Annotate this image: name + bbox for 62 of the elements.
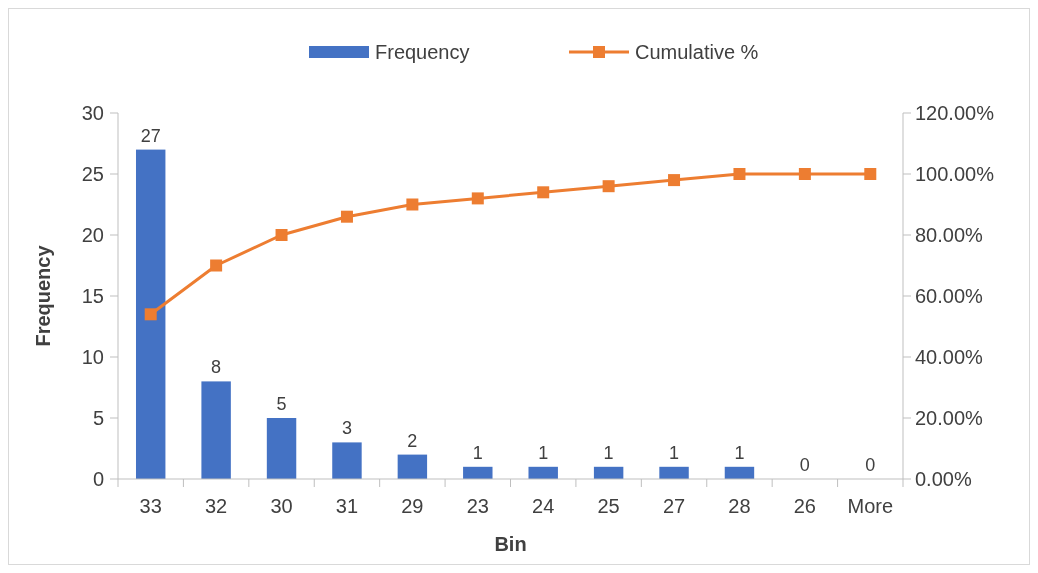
bar — [201, 381, 231, 479]
bar — [463, 466, 493, 479]
y-axis-title: Frequency — [32, 244, 54, 347]
data-label: 2 — [407, 430, 418, 451]
bar — [266, 418, 297, 479]
data-label: 8 — [211, 357, 222, 378]
bar — [135, 149, 166, 479]
legend-label: Frequency — [375, 41, 470, 63]
data-label: 27 — [140, 125, 161, 146]
point — [471, 192, 484, 205]
y2-tick-label: 0.00% — [915, 468, 972, 490]
x-axis-title: Bin — [494, 533, 527, 555]
y-tick-label: 5 — [92, 407, 104, 429]
x-tick-label: 33 — [139, 495, 162, 517]
x-tick-label: 25 — [597, 495, 620, 517]
bar — [397, 454, 428, 479]
data-label: 1 — [669, 442, 680, 463]
point — [537, 186, 550, 199]
legend-label: Cumulative % — [635, 41, 759, 63]
point — [406, 198, 419, 211]
point — [668, 174, 681, 187]
x-tick-label: 28 — [728, 495, 751, 517]
y2-tick-label: 40.00% — [915, 346, 984, 368]
y-tick-label: 10 — [81, 346, 104, 368]
y2-tick-label: 100.00% — [915, 163, 995, 185]
y2-tick-label: 20.00% — [915, 407, 984, 429]
y-tick-label: 15 — [81, 285, 104, 307]
point — [144, 308, 157, 321]
y-tick-label: 30 — [81, 102, 104, 124]
y2-tick-label: 60.00% — [915, 285, 984, 307]
point — [864, 168, 877, 180]
x-tick-label: 27 — [662, 495, 686, 517]
data-label: 1 — [538, 442, 549, 463]
point — [210, 259, 223, 272]
data-label: 1 — [603, 442, 614, 463]
data-label: 1 — [472, 442, 483, 463]
point — [733, 168, 746, 180]
data-label: 0 — [799, 455, 810, 475]
bar — [528, 466, 558, 479]
x-tick-label: More — [847, 495, 894, 517]
y2-tick-label: 120.00% — [915, 102, 995, 124]
point — [340, 210, 353, 223]
bar — [332, 442, 362, 479]
x-tick-label: 24 — [532, 495, 555, 517]
point — [798, 168, 811, 180]
x-tick-label: 23 — [466, 495, 489, 517]
bar — [659, 466, 689, 479]
data-label: 5 — [276, 394, 287, 414]
x-tick-label: 26 — [793, 495, 816, 517]
x-tick-label: 29 — [401, 495, 424, 517]
y-tick-label: 20 — [81, 224, 104, 246]
point — [275, 229, 288, 241]
y-tick-label: 0 — [92, 468, 104, 490]
x-tick-label: 31 — [335, 495, 359, 517]
x-tick-label: 32 — [205, 495, 228, 517]
y-tick-label: 25 — [81, 163, 104, 185]
x-tick-label: 30 — [270, 495, 293, 517]
data-label: 3 — [341, 418, 352, 439]
data-label: 0 — [865, 455, 876, 475]
point — [602, 180, 615, 193]
y2-tick-label: 80.00% — [915, 224, 984, 246]
data-label: 1 — [734, 442, 745, 463]
